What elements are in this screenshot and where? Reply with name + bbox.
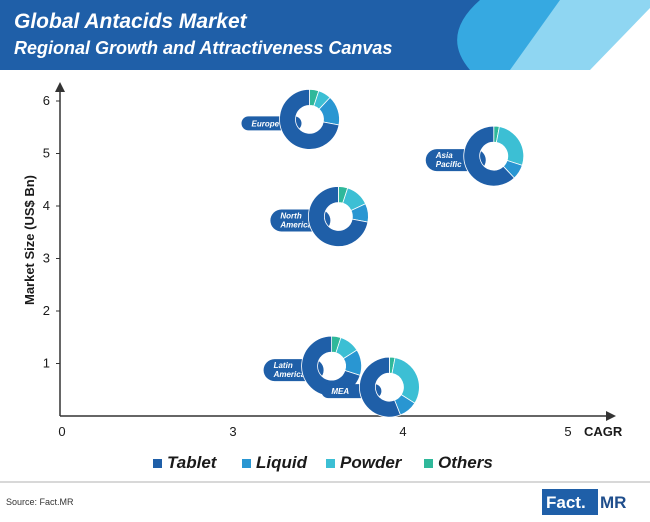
logo-text-right: MR: [600, 493, 626, 512]
footer: Source: Fact.MR Fact. MR: [0, 481, 650, 515]
chart-subtitle: Regional Growth and Attractiveness Canva…: [14, 38, 392, 58]
x-axis-label: CAGR: [584, 424, 623, 439]
y-axis-label: Market Size (US$ Bn): [22, 175, 37, 305]
chart-title: Global Antacids Market: [14, 10, 248, 33]
y-tick-label: 1: [43, 356, 50, 371]
x-axis-arrow: [606, 411, 616, 421]
x-ticks: 0 3 4 5: [58, 424, 571, 439]
region-label: America: [273, 370, 306, 379]
y-ticks: 1 2 3 4 5 6: [43, 93, 60, 371]
bubble-mea: MEA: [321, 356, 420, 418]
slice-tablet: [359, 356, 401, 418]
y-tick-label: 6: [43, 93, 50, 108]
region-label: Europe: [252, 119, 280, 128]
slice-tablet: [463, 125, 515, 187]
source-note: Source: Fact.MR: [6, 497, 74, 507]
y-tick-label: 3: [43, 251, 50, 266]
slice-powder: [495, 126, 525, 166]
slice-powder: [391, 357, 420, 404]
x-tick-label: 4: [399, 424, 406, 439]
legend-item-tablet: Tablet: [167, 453, 218, 472]
slice-tablet: [279, 88, 340, 150]
region-label: Asia: [435, 151, 453, 160]
y-tick-label: 2: [43, 303, 50, 318]
region-label: Pacific: [436, 160, 462, 169]
region-label: North: [280, 212, 301, 221]
legend-item-powder: Powder: [340, 453, 403, 472]
region-label: MEA: [331, 387, 349, 396]
legend-item-others: Others: [438, 453, 493, 472]
legend-swatch-powder: [326, 459, 335, 468]
x-tick-label: 3: [229, 424, 236, 439]
logo-box: [542, 489, 598, 515]
bubbles: EuropeAsiaPacificNorthAmericaLatinAmeric…: [241, 88, 525, 418]
header-bg: [0, 0, 480, 70]
region-label: America: [279, 221, 312, 230]
axes: Market Size (US$ Bn) CAGR: [22, 82, 623, 439]
legend-swatch-others: [424, 459, 433, 468]
x-tick-label: 5: [564, 424, 571, 439]
legend: Tablet Liquid Powder Others: [153, 453, 493, 472]
header-banner: Global Antacids Market Regional Growth a…: [0, 0, 650, 70]
y-axis-arrow: [55, 82, 65, 92]
y-tick-label: 5: [43, 146, 50, 161]
y-tick-label: 4: [43, 198, 50, 213]
legend-swatch-liquid: [242, 459, 251, 468]
slice-tablet: [308, 186, 369, 247]
legend-swatch-tablet: [153, 459, 162, 468]
logo-text-left: Fact.: [546, 493, 586, 512]
bubble-europe: Europe: [241, 88, 340, 150]
legend-item-liquid: Liquid: [256, 453, 308, 472]
x-tick-label: 0: [58, 424, 65, 439]
region-label: Latin: [274, 361, 293, 370]
